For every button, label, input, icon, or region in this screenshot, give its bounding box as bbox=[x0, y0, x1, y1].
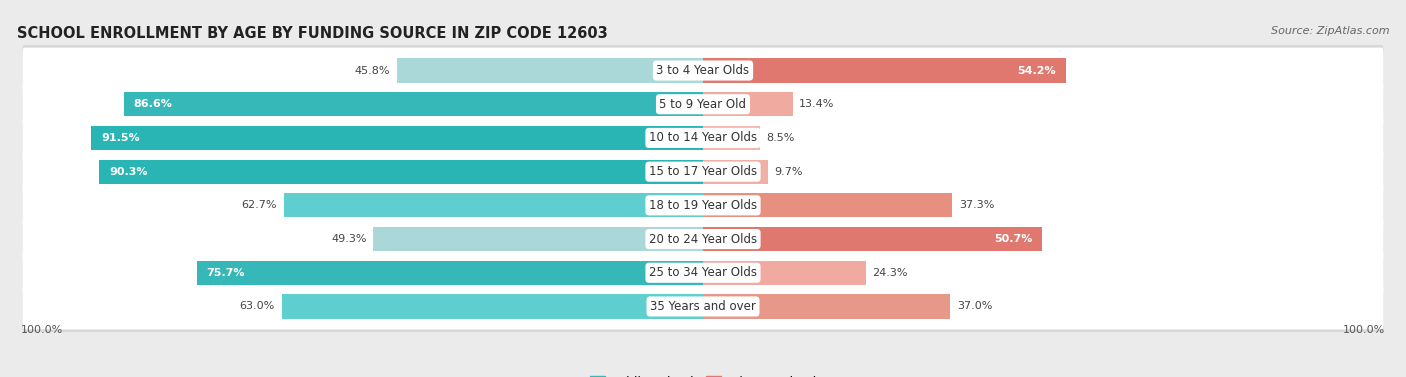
Text: 91.5%: 91.5% bbox=[101, 133, 139, 143]
Text: 50.7%: 50.7% bbox=[994, 234, 1032, 244]
Text: 75.7%: 75.7% bbox=[207, 268, 245, 278]
FancyBboxPatch shape bbox=[22, 281, 1384, 332]
Text: 5 to 9 Year Old: 5 to 9 Year Old bbox=[659, 98, 747, 111]
Text: 24.3%: 24.3% bbox=[872, 268, 908, 278]
Bar bbox=[91, 126, 703, 150]
Text: 20 to 24 Year Olds: 20 to 24 Year Olds bbox=[650, 233, 756, 245]
FancyBboxPatch shape bbox=[22, 146, 1384, 197]
Text: 18 to 19 Year Olds: 18 to 19 Year Olds bbox=[650, 199, 756, 212]
Text: 37.0%: 37.0% bbox=[957, 302, 993, 311]
FancyBboxPatch shape bbox=[22, 48, 1384, 93]
Text: 15 to 17 Year Olds: 15 to 17 Year Olds bbox=[650, 165, 756, 178]
FancyBboxPatch shape bbox=[22, 149, 1384, 195]
FancyBboxPatch shape bbox=[22, 180, 1384, 231]
Text: Source: ZipAtlas.com: Source: ZipAtlas.com bbox=[1271, 26, 1389, 37]
FancyBboxPatch shape bbox=[22, 284, 1384, 329]
Text: 25 to 34 Year Olds: 25 to 34 Year Olds bbox=[650, 266, 756, 279]
FancyBboxPatch shape bbox=[22, 247, 1384, 298]
Text: 37.3%: 37.3% bbox=[959, 200, 994, 210]
FancyBboxPatch shape bbox=[22, 115, 1384, 161]
Bar bbox=[197, 261, 703, 285]
FancyBboxPatch shape bbox=[22, 81, 1384, 127]
Bar bbox=[703, 261, 866, 285]
FancyBboxPatch shape bbox=[22, 79, 1384, 130]
FancyBboxPatch shape bbox=[22, 216, 1384, 262]
Text: 100.0%: 100.0% bbox=[1343, 325, 1385, 335]
Text: 9.7%: 9.7% bbox=[775, 167, 803, 177]
Text: SCHOOL ENROLLMENT BY AGE BY FUNDING SOURCE IN ZIP CODE 12603: SCHOOL ENROLLMENT BY AGE BY FUNDING SOUR… bbox=[17, 26, 607, 41]
FancyBboxPatch shape bbox=[22, 45, 1384, 96]
Text: 8.5%: 8.5% bbox=[766, 133, 794, 143]
Bar bbox=[124, 92, 703, 116]
Text: 63.0%: 63.0% bbox=[239, 302, 276, 311]
Bar bbox=[396, 58, 703, 83]
Bar bbox=[703, 92, 793, 116]
Text: 90.3%: 90.3% bbox=[110, 167, 148, 177]
Text: 13.4%: 13.4% bbox=[800, 99, 835, 109]
FancyBboxPatch shape bbox=[22, 112, 1384, 164]
Text: 49.3%: 49.3% bbox=[330, 234, 367, 244]
Bar bbox=[98, 159, 703, 184]
Bar bbox=[703, 193, 952, 218]
Text: 35 Years and over: 35 Years and over bbox=[650, 300, 756, 313]
FancyBboxPatch shape bbox=[22, 250, 1384, 296]
Text: 10 to 14 Year Olds: 10 to 14 Year Olds bbox=[650, 132, 756, 144]
Bar bbox=[703, 58, 1066, 83]
FancyBboxPatch shape bbox=[22, 213, 1384, 265]
Text: 62.7%: 62.7% bbox=[242, 200, 277, 210]
Legend: Public School, Private School: Public School, Private School bbox=[589, 375, 817, 377]
FancyBboxPatch shape bbox=[22, 182, 1384, 228]
Text: 54.2%: 54.2% bbox=[1017, 66, 1056, 75]
Bar bbox=[703, 126, 759, 150]
Text: 3 to 4 Year Olds: 3 to 4 Year Olds bbox=[657, 64, 749, 77]
Bar bbox=[373, 227, 703, 251]
Text: 100.0%: 100.0% bbox=[21, 325, 63, 335]
Bar bbox=[703, 294, 950, 319]
Bar bbox=[281, 294, 703, 319]
Bar bbox=[703, 227, 1042, 251]
Bar bbox=[703, 159, 768, 184]
Bar bbox=[284, 193, 703, 218]
Text: 86.6%: 86.6% bbox=[134, 99, 173, 109]
Text: 45.8%: 45.8% bbox=[354, 66, 389, 75]
